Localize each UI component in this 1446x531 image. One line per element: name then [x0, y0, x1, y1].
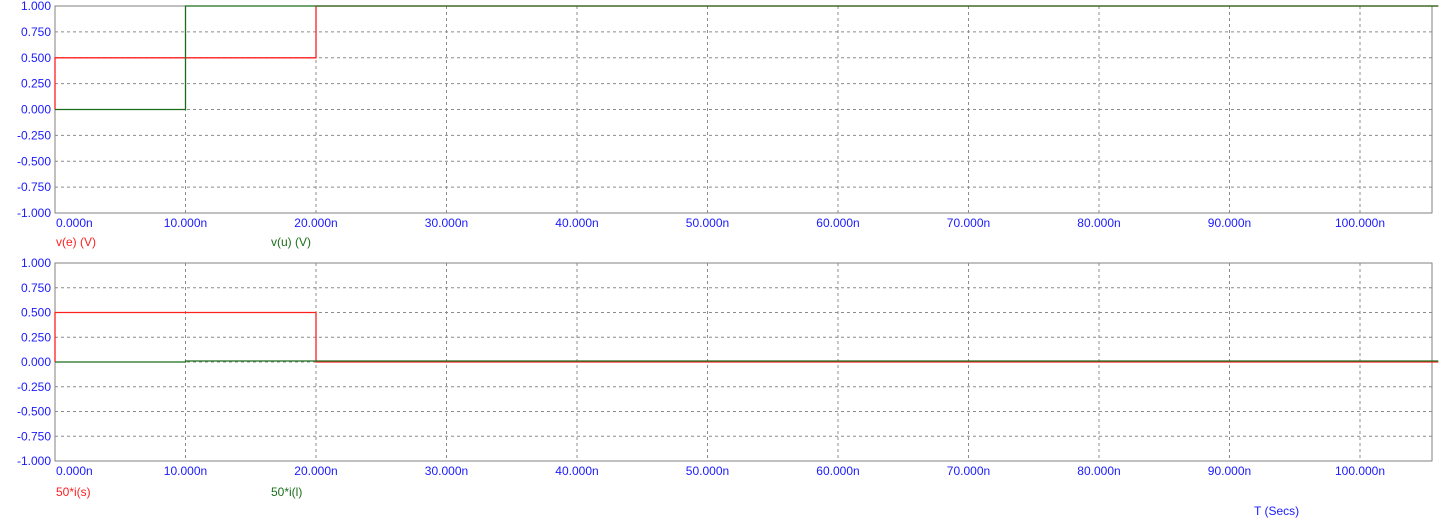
- panel-1-x-tick-label: 50.000n: [686, 216, 729, 230]
- panel-1-y-tick-label: 0.000: [21, 103, 51, 117]
- panel-1-y-tick-label: -0.250: [17, 128, 51, 142]
- panel-2-x-tick-label: 40.000n: [555, 464, 598, 478]
- x-axis-title: T (Secs): [1254, 504, 1299, 518]
- panel-2-legend-2: 50*i(l): [271, 485, 302, 499]
- panel-1-y-tick-label: 0.250: [21, 77, 51, 91]
- panel-1-y-tick-label: 0.500: [21, 51, 51, 65]
- panel-1-x-tick-label: 30.000n: [425, 216, 468, 230]
- panel-1-trace-2: [55, 5, 1439, 111]
- panel-1-y-tick-label: -1.000: [17, 206, 51, 220]
- panel-2-y-tick-label: 0.500: [21, 306, 51, 320]
- panel-1-legend-2: v(u) (V): [271, 235, 311, 249]
- panel-2-trace-1: [54, 311, 1439, 363]
- panel-1-y-tick-label: 0.750: [21, 25, 51, 39]
- panel-1-x-tick-label: 0.000n: [56, 216, 93, 230]
- panel-2-x-tick-label: 60.000n: [816, 464, 859, 478]
- panel-1-y-tick-label: 1.000: [21, 0, 51, 13]
- panel-2-trace-2: [55, 360, 1439, 363]
- panel-2-x-tick-label: 0.000n: [56, 464, 93, 478]
- panel-2-y-tick-label: -0.500: [17, 405, 51, 419]
- panel-1-x-tick-label: 20.000n: [294, 216, 337, 230]
- panel-2-y-tick-label: 1.000: [21, 256, 51, 270]
- panel-2-x-tick-label: 80.000n: [1077, 464, 1120, 478]
- panel-1-x-tick-label: 60.000n: [816, 216, 859, 230]
- panel-2-y-tick-label: 0.250: [21, 330, 51, 344]
- panel-2-y-tick-label: -0.750: [17, 429, 51, 443]
- panel-2-x-tick-label: 30.000n: [425, 464, 468, 478]
- panel-1-x-tick-label: 90.000n: [1208, 216, 1251, 230]
- panel-1-x-tick-label: 80.000n: [1077, 216, 1120, 230]
- panel-2-x-tick-label: 100.000n: [1335, 464, 1385, 478]
- panel-1-y-tick-label: -0.750: [17, 180, 51, 194]
- panel-2-x-tick-label: 70.000n: [947, 464, 990, 478]
- panel-2-legend-1: 50*i(s): [56, 485, 91, 499]
- panel-1-x-tick-label: 10.000n: [164, 216, 207, 230]
- panel-2-y-tick-label: 0.000: [21, 355, 51, 369]
- panel-1-y-tick-label: -0.500: [17, 154, 51, 168]
- panel-1-x-tick-label: 70.000n: [947, 216, 990, 230]
- panel-2-y-tick-label: 0.750: [21, 281, 51, 295]
- panel-1-x-tick-label: 40.000n: [555, 216, 598, 230]
- panel-2-y-tick-label: -0.250: [17, 380, 51, 394]
- panel-2-x-tick-label: 10.000n: [164, 464, 207, 478]
- panel-2-x-tick-label: 90.000n: [1208, 464, 1251, 478]
- panel-2-x-tick-label: 20.000n: [294, 464, 337, 478]
- panel-1-x-tick-label: 100.000n: [1335, 216, 1385, 230]
- panel-2-x-tick-label: 50.000n: [686, 464, 729, 478]
- panel-2-y-tick-label: -1.000: [17, 454, 51, 468]
- panel-1-legend-1: v(e) (V): [56, 235, 96, 249]
